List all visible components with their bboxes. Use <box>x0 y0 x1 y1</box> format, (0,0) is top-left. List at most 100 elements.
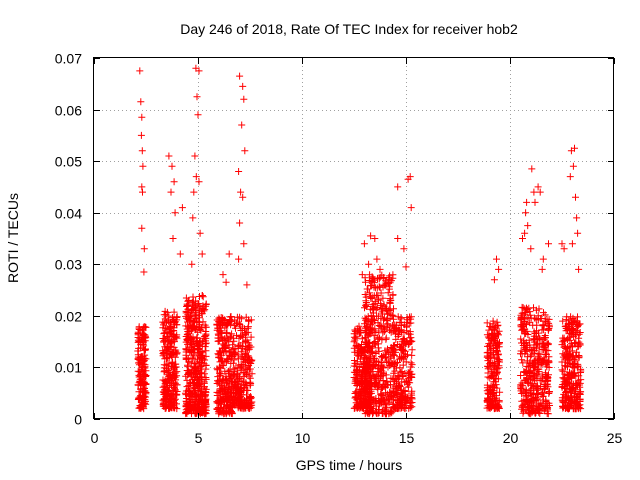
data-point <box>386 295 394 302</box>
data-point <box>383 378 391 386</box>
data-point <box>196 229 204 237</box>
data-point <box>373 255 381 263</box>
data-point <box>353 367 361 375</box>
data-point <box>162 395 170 403</box>
data-point <box>233 318 241 326</box>
data-point <box>367 394 375 402</box>
data-point <box>379 372 387 380</box>
data-point <box>574 322 582 330</box>
data-point <box>223 329 231 337</box>
data-point <box>234 394 242 402</box>
data-point <box>217 318 225 326</box>
data-point <box>568 318 576 326</box>
data-point <box>561 370 569 378</box>
data-point <box>222 278 230 286</box>
data-point <box>530 328 538 336</box>
data-point <box>169 235 177 242</box>
data-point <box>484 342 491 350</box>
data-point <box>367 281 375 289</box>
data-point <box>492 333 500 341</box>
data-point <box>164 360 172 368</box>
data-point <box>360 240 368 248</box>
data-point <box>572 326 580 334</box>
data-point <box>372 380 380 388</box>
data-point <box>214 330 222 338</box>
data-point <box>530 314 538 322</box>
data-point <box>522 308 529 316</box>
data-point <box>160 388 168 396</box>
data-point <box>215 363 223 371</box>
data-point <box>571 357 579 365</box>
data-point <box>382 393 390 401</box>
data-point <box>535 305 543 313</box>
data-point <box>385 410 393 418</box>
data-point <box>489 372 496 379</box>
data-point <box>182 406 190 414</box>
data-point <box>525 363 533 371</box>
data-point <box>197 387 205 395</box>
data-point <box>375 283 383 291</box>
data-point <box>524 222 532 230</box>
data-point <box>530 336 538 344</box>
data-point <box>406 173 414 181</box>
y-tick-label: 0 <box>74 412 82 428</box>
data-point <box>192 311 200 319</box>
data-point <box>137 98 145 106</box>
data-point <box>161 377 169 385</box>
data-point <box>134 354 142 362</box>
data-point <box>365 342 372 350</box>
data-point <box>137 131 145 139</box>
data-point <box>139 162 147 170</box>
data-point <box>377 300 385 308</box>
data-point <box>242 379 250 387</box>
data-point <box>572 193 579 201</box>
data-point <box>527 381 535 389</box>
data-point <box>199 338 207 346</box>
data-point <box>234 344 242 352</box>
data-point <box>528 369 536 377</box>
data-point <box>239 368 247 376</box>
data-point <box>533 406 541 414</box>
data-point <box>483 397 491 405</box>
data-point <box>387 296 395 304</box>
data-point <box>201 391 209 399</box>
data-point <box>526 311 534 319</box>
data-point <box>167 329 175 337</box>
data-point <box>523 357 531 365</box>
data-point <box>356 379 364 387</box>
data-point <box>493 318 501 326</box>
data-point <box>518 350 526 358</box>
data-point <box>217 334 225 342</box>
data-point <box>519 325 527 333</box>
data-point <box>532 315 540 323</box>
data-point <box>169 316 177 323</box>
data-point <box>534 183 542 191</box>
data-point <box>195 178 203 186</box>
x-axis-label: GPS time / hours <box>296 457 403 473</box>
data-point <box>558 341 566 349</box>
data-point <box>495 265 503 273</box>
data-point <box>173 368 181 376</box>
data-point <box>530 188 538 196</box>
data-point <box>135 404 143 412</box>
data-point <box>577 369 584 376</box>
data-point <box>519 359 527 367</box>
data-point <box>240 355 247 363</box>
data-point <box>574 362 582 370</box>
x-tick-label: 25 <box>607 430 623 446</box>
data-point <box>381 281 389 289</box>
data-point <box>366 382 374 390</box>
y-tick-label: 0.04 <box>55 206 82 222</box>
data-point <box>407 319 415 327</box>
data-point <box>408 374 416 381</box>
data-point <box>374 385 382 393</box>
data-point <box>237 327 245 334</box>
data-point <box>405 374 413 382</box>
data-point <box>376 265 384 273</box>
data-point <box>244 352 252 360</box>
data-point <box>389 291 397 299</box>
data-point <box>378 308 386 316</box>
data-point <box>219 377 227 385</box>
data-point <box>362 369 370 377</box>
data-point <box>519 388 527 396</box>
